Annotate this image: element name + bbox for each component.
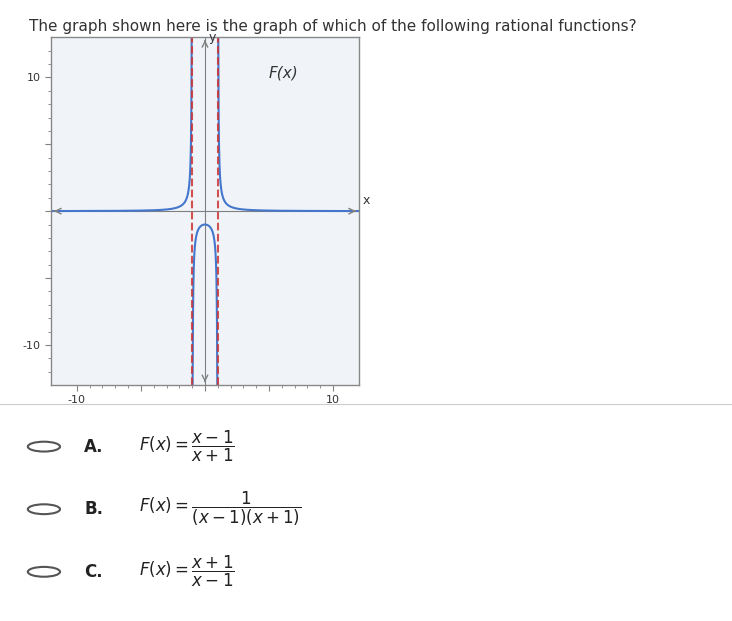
Text: B.: B. bbox=[84, 501, 103, 518]
Text: C.: C. bbox=[84, 563, 102, 581]
Text: $F(x) = \dfrac{x-1}{x+1}$: $F(x) = \dfrac{x-1}{x+1}$ bbox=[139, 429, 235, 465]
Text: y: y bbox=[209, 31, 216, 44]
Text: F(x): F(x) bbox=[269, 65, 299, 80]
Text: The graph shown here is the graph of which of the following rational functions?: The graph shown here is the graph of whi… bbox=[29, 19, 637, 34]
Text: A.: A. bbox=[84, 438, 104, 456]
Text: x: x bbox=[362, 194, 370, 207]
Text: $F(x) = \dfrac{x+1}{x-1}$: $F(x) = \dfrac{x+1}{x-1}$ bbox=[139, 554, 235, 589]
Text: $F(x) = \dfrac{1}{(x-1)(x+1)}$: $F(x) = \dfrac{1}{(x-1)(x+1)}$ bbox=[139, 490, 302, 528]
